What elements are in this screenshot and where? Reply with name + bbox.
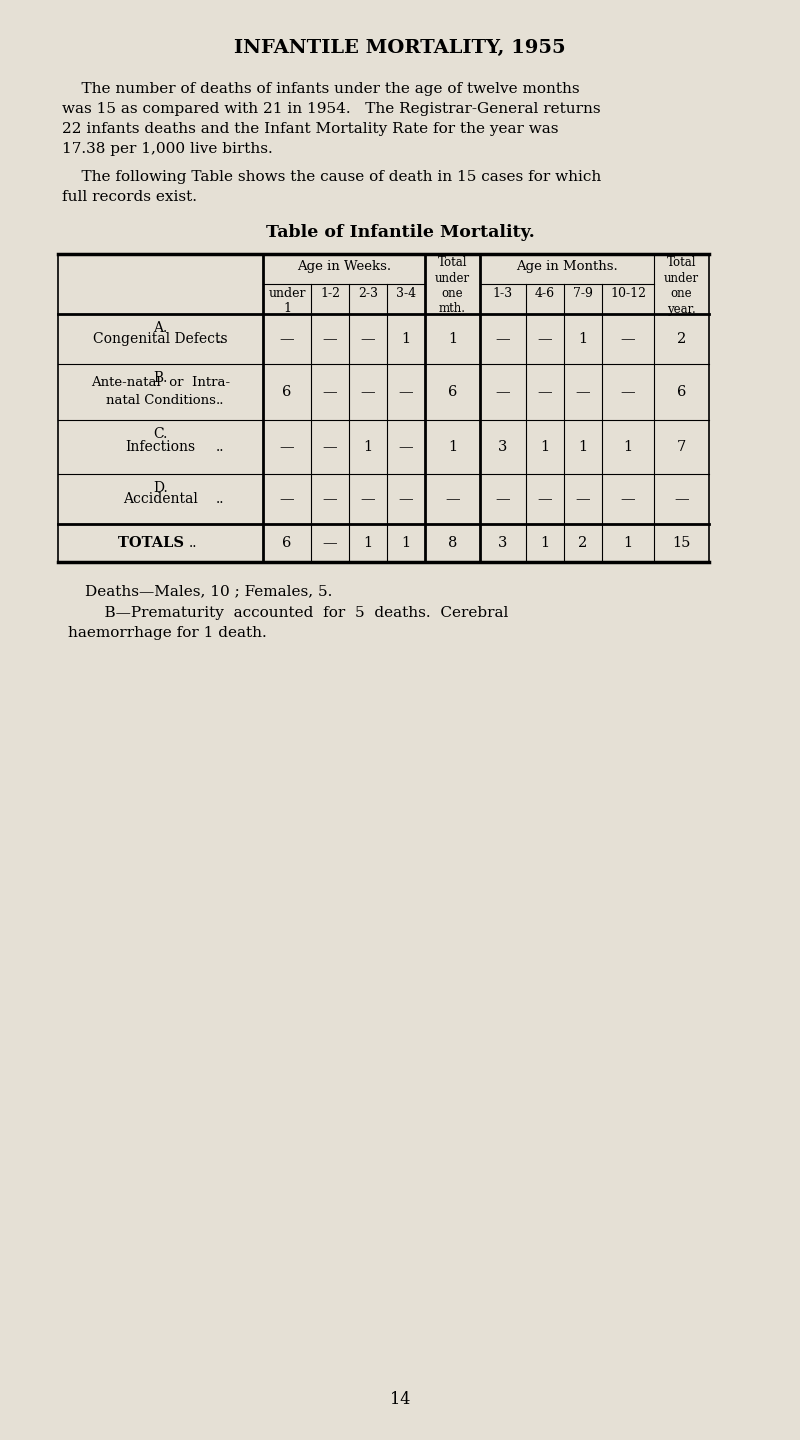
Text: —: — xyxy=(280,441,294,454)
Text: 2: 2 xyxy=(578,536,588,550)
Text: —: — xyxy=(538,492,552,505)
Text: 3: 3 xyxy=(498,441,508,454)
Text: 6: 6 xyxy=(282,384,292,399)
Text: —: — xyxy=(621,333,635,346)
Text: —: — xyxy=(322,441,338,454)
Text: 15: 15 xyxy=(672,536,690,550)
Text: B—Prematurity  accounted  for  5  deaths.  Cerebral: B—Prematurity accounted for 5 deaths. Ce… xyxy=(85,606,508,621)
Text: 3: 3 xyxy=(498,536,508,550)
Text: 1: 1 xyxy=(541,536,550,550)
Text: 1: 1 xyxy=(623,536,633,550)
Text: 6: 6 xyxy=(677,384,686,399)
Text: ..: .. xyxy=(215,441,224,454)
Text: The number of deaths of infants under the age of twelve months: The number of deaths of infants under th… xyxy=(62,82,580,96)
Text: 2: 2 xyxy=(677,333,686,346)
Text: —: — xyxy=(496,492,510,505)
Text: 3-4: 3-4 xyxy=(396,287,416,300)
Text: —: — xyxy=(496,333,510,346)
Text: ..: .. xyxy=(215,492,224,505)
Text: 17.38 per 1,000 live births.: 17.38 per 1,000 live births. xyxy=(62,143,273,156)
Text: —: — xyxy=(322,536,338,550)
Text: INFANTILE MORTALITY, 1955: INFANTILE MORTALITY, 1955 xyxy=(234,39,566,58)
Text: 22 infants deaths and the Infant Mortality Rate for the year was: 22 infants deaths and the Infant Mortali… xyxy=(62,122,558,135)
Text: Total
under
one
year.: Total under one year. xyxy=(664,256,699,315)
Text: 8: 8 xyxy=(448,536,457,550)
Text: —: — xyxy=(674,492,689,505)
Text: —: — xyxy=(621,492,635,505)
Text: 4-6: 4-6 xyxy=(535,287,555,300)
Text: natal Conditions: natal Conditions xyxy=(106,395,215,408)
Text: 1: 1 xyxy=(623,441,633,454)
Text: —: — xyxy=(398,441,414,454)
Text: 1: 1 xyxy=(363,441,373,454)
Text: Deaths—Males, 10 ; Females, 5.: Deaths—Males, 10 ; Females, 5. xyxy=(85,585,332,598)
Text: —: — xyxy=(496,384,510,399)
Text: 1: 1 xyxy=(578,441,587,454)
Text: was 15 as compared with 21 in 1954.   The Registrar-General returns: was 15 as compared with 21 in 1954. The … xyxy=(62,102,601,117)
Text: 1: 1 xyxy=(402,333,410,346)
Text: Ante-natal  or  Intra-: Ante-natal or Intra- xyxy=(91,376,230,389)
Text: —: — xyxy=(361,384,375,399)
Text: ..: .. xyxy=(189,536,197,550)
Text: ..: .. xyxy=(215,395,224,408)
Text: —: — xyxy=(538,333,552,346)
Text: Congenital Defects: Congenital Defects xyxy=(93,333,228,346)
Text: 6: 6 xyxy=(282,536,292,550)
Text: —: — xyxy=(445,492,460,505)
Text: —: — xyxy=(538,384,552,399)
Text: under
1: under 1 xyxy=(268,287,306,315)
Text: 1: 1 xyxy=(578,333,587,346)
Text: —: — xyxy=(280,492,294,505)
Text: —: — xyxy=(322,492,338,505)
Text: —: — xyxy=(576,384,590,399)
Text: Total
under
one
mth.: Total under one mth. xyxy=(435,256,470,315)
Text: T​OTALS: T​OTALS xyxy=(118,536,183,550)
Text: —: — xyxy=(322,333,338,346)
Text: —: — xyxy=(322,384,338,399)
Text: 2-3: 2-3 xyxy=(358,287,378,300)
Text: D.: D. xyxy=(153,481,168,495)
Text: haemorrhage for 1 death.: haemorrhage for 1 death. xyxy=(68,626,266,639)
Text: 7-9: 7-9 xyxy=(573,287,593,300)
Text: —: — xyxy=(361,333,375,346)
Text: ..: .. xyxy=(215,333,224,346)
Text: —: — xyxy=(398,384,414,399)
Text: full records exist.: full records exist. xyxy=(62,190,197,204)
Text: 1-2: 1-2 xyxy=(320,287,340,300)
Text: Age in Months.: Age in Months. xyxy=(516,261,618,274)
Text: Table of Infantile Mortality.: Table of Infantile Mortality. xyxy=(266,225,534,240)
Text: B.: B. xyxy=(154,372,168,384)
Text: —: — xyxy=(576,492,590,505)
Text: C.: C. xyxy=(154,428,168,441)
Text: 1: 1 xyxy=(363,536,373,550)
Text: 1-3: 1-3 xyxy=(493,287,513,300)
Text: 6: 6 xyxy=(448,384,457,399)
Text: 1: 1 xyxy=(541,441,550,454)
Text: —: — xyxy=(398,492,414,505)
Text: 1: 1 xyxy=(448,441,457,454)
Text: —: — xyxy=(621,384,635,399)
Text: Age in Weeks.: Age in Weeks. xyxy=(297,261,391,274)
Text: 1: 1 xyxy=(448,333,457,346)
Text: —: — xyxy=(361,492,375,505)
Text: 1: 1 xyxy=(402,536,410,550)
Text: —: — xyxy=(280,333,294,346)
Text: Accidental: Accidental xyxy=(123,492,198,505)
Text: Infections: Infections xyxy=(126,441,195,454)
Text: 14: 14 xyxy=(390,1391,410,1408)
Text: 10-12: 10-12 xyxy=(610,287,646,300)
Text: The following Table shows the cause of death in 15 cases for which: The following Table shows the cause of d… xyxy=(62,170,602,184)
Text: 7: 7 xyxy=(677,441,686,454)
Text: A.: A. xyxy=(154,321,168,336)
